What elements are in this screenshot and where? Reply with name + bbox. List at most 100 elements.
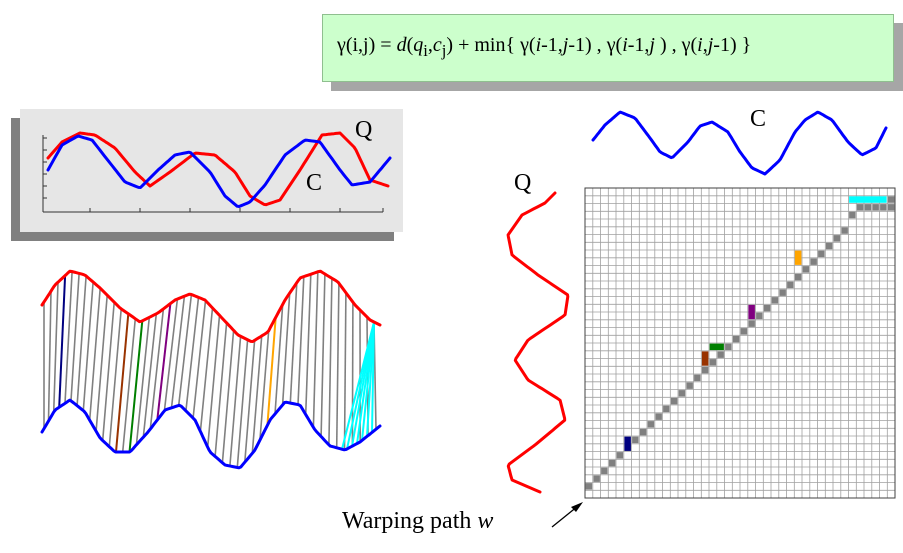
cost-matrix-grid: [584, 187, 896, 499]
formula-q-sub: i: [423, 41, 428, 60]
path-cell: [841, 227, 848, 234]
formula-eq: =: [375, 34, 397, 56]
formula-g1-i: i: [535, 34, 542, 56]
formula-g3-c: ,: [702, 34, 708, 56]
path-highlight-cell: [624, 436, 631, 451]
path-cell: [639, 428, 647, 436]
path-cell: [833, 235, 841, 242]
warping-line: [135, 317, 151, 445]
path-cell: [601, 467, 608, 475]
warping-line: [259, 330, 270, 441]
formula-plus-min: ) + min{: [446, 34, 521, 56]
path-cell: [763, 304, 771, 312]
warping-line: [192, 300, 207, 419]
path-highlight-cell: [794, 250, 802, 265]
warping-line: [47, 291, 52, 422]
path-cell: [709, 359, 717, 366]
warping-line: [304, 274, 312, 415]
path-cell: [856, 204, 864, 211]
formula-c-sub: j: [441, 41, 447, 60]
formula-g1: γ(: [520, 34, 536, 56]
warping-line: [108, 308, 122, 447]
path-cell: [585, 483, 593, 490]
warping-line: [142, 313, 158, 438]
path-cell: [647, 421, 655, 428]
formula-g3-i: i: [697, 34, 703, 56]
path-cell: [887, 196, 895, 203]
path-cell: [655, 413, 662, 420]
formula-g3-e: -1) }: [713, 34, 752, 56]
warping-line: [95, 295, 108, 432]
warping-line: [58, 275, 67, 408]
warping-line: [297, 276, 305, 405]
warping-line: [214, 322, 228, 457]
path-cell: [717, 351, 724, 358]
warping-line: [343, 292, 347, 450]
path-cell: [802, 266, 810, 273]
warping-path-w: w: [477, 508, 494, 534]
formula-box: γ(i,j) = d(qi,cj) + min{ γ(i-1,j-1) , γ(…: [322, 14, 894, 82]
warping-line: [328, 278, 333, 445]
formula-g3-j: j: [707, 34, 714, 56]
matrix-c-series: [591, 110, 888, 176]
path-cell: [810, 258, 817, 265]
warping-line: [266, 317, 277, 426]
warping-line: [289, 282, 298, 404]
path-cell: [779, 289, 786, 296]
warping-line: [221, 330, 235, 463]
warping-path-cells: [585, 196, 895, 490]
warping-line: [149, 308, 165, 430]
formula-c: c: [432, 34, 442, 56]
warping-line: [163, 298, 179, 411]
formula-q: q: [413, 34, 424, 56]
formula-g1-j: j: [562, 34, 569, 56]
warping-line: [64, 271, 73, 404]
warping-line: [199, 307, 214, 432]
path-cell: [818, 250, 825, 258]
formula-d: d: [396, 34, 407, 56]
path-cell: [880, 204, 887, 211]
path-cell: [663, 405, 670, 413]
formula-g1-m: -1,: [541, 34, 563, 56]
path-cell: [849, 211, 856, 219]
path-cell: [872, 204, 879, 211]
path-cell: [694, 374, 701, 382]
warping-line: [88, 288, 101, 421]
warping-line: [76, 275, 87, 406]
path-cell: [701, 366, 709, 374]
matrix-q-series: [506, 191, 570, 494]
formula-g2-i: i: [622, 34, 628, 56]
warping-q-series: [40, 269, 382, 343]
formula-g2-j: j: [649, 34, 655, 56]
overlay-plot-axes: [42, 135, 384, 213]
formula-g2: γ(: [606, 34, 623, 56]
path-cell: [616, 452, 624, 459]
path-cell: [632, 436, 639, 444]
warping-path-arrowhead: [571, 502, 583, 512]
warping-line: [335, 283, 340, 448]
path-cell: [771, 297, 779, 304]
matrix-c-label: C: [750, 106, 767, 132]
warping-line: [229, 336, 242, 467]
formula-lhs: γ(i,j): [337, 34, 376, 56]
warping-line: [320, 273, 326, 437]
warping-line: [281, 292, 291, 405]
warping-line: [251, 335, 263, 454]
path-cell: [794, 273, 802, 281]
path-cell: [787, 281, 794, 289]
warping-line-highlight: [371, 321, 375, 433]
warping-line: [156, 303, 172, 421]
path-cell: [756, 312, 763, 320]
path-cell: [725, 343, 732, 351]
warping-line: [185, 297, 200, 411]
formula-g2-m: -1,: [627, 34, 650, 56]
warping-line: [101, 302, 115, 441]
formula-g2-e: ) ,: [654, 34, 682, 56]
warping-line: [121, 318, 137, 453]
warping-line: [115, 313, 130, 453]
warping-line: [312, 271, 319, 428]
warping-line: [82, 282, 94, 411]
warping-lines-group: [43, 271, 377, 468]
formula-g3: γ(: [681, 34, 698, 56]
